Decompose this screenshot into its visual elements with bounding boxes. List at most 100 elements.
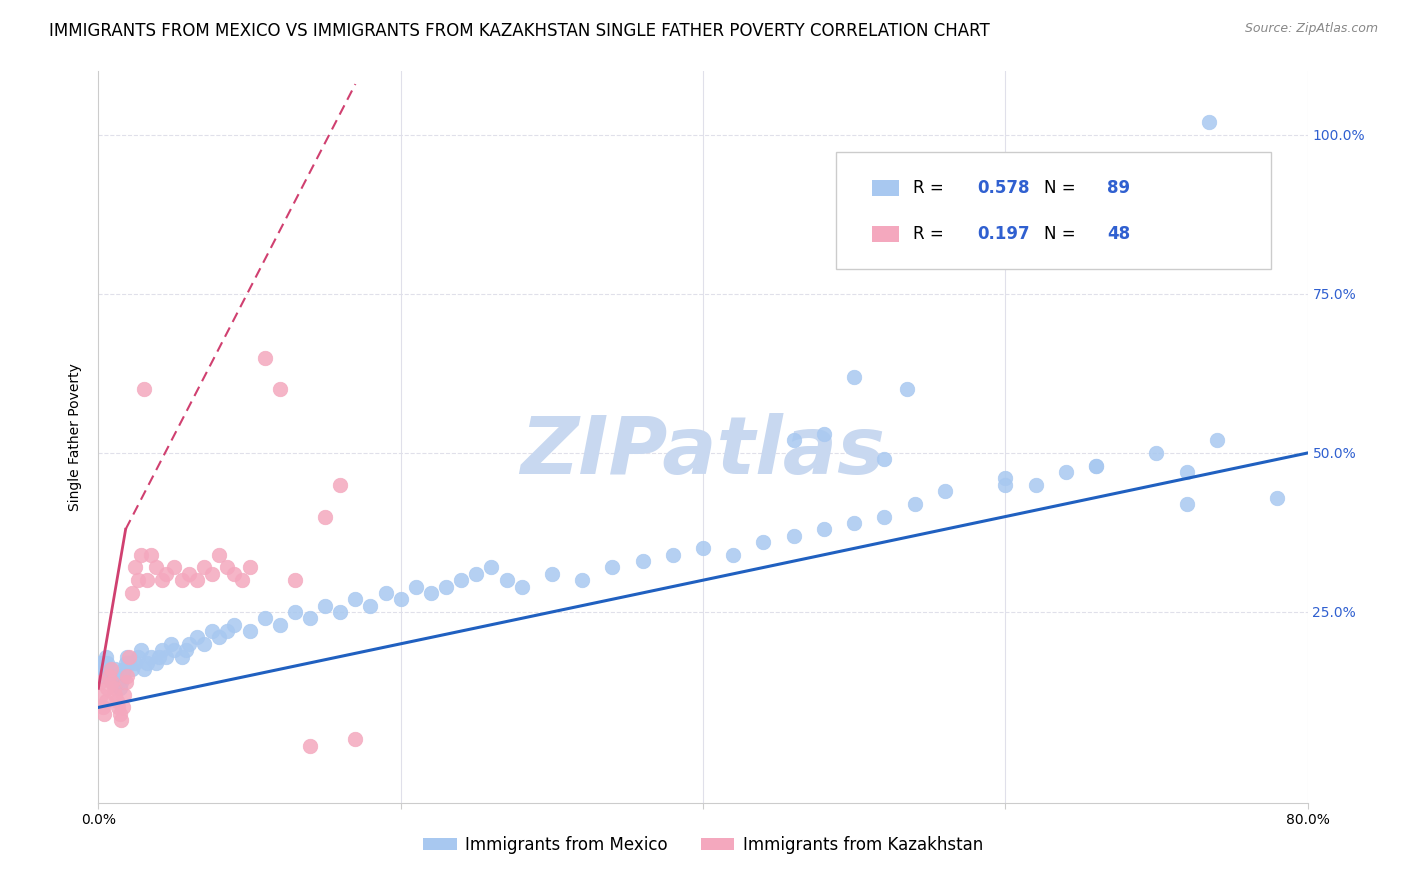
Point xyxy=(344,732,367,747)
Text: N =: N = xyxy=(1045,225,1081,243)
Point xyxy=(114,675,136,690)
Point xyxy=(299,611,322,625)
Point xyxy=(844,516,866,530)
Point xyxy=(104,662,127,676)
Point xyxy=(224,617,246,632)
Point xyxy=(101,675,124,690)
Point xyxy=(96,656,118,670)
Point xyxy=(813,522,835,536)
Point xyxy=(90,688,112,702)
Point xyxy=(450,573,472,587)
Point xyxy=(170,573,193,587)
Point xyxy=(100,662,122,676)
Point xyxy=(179,637,201,651)
Point xyxy=(1085,458,1108,473)
Point xyxy=(844,369,866,384)
Point xyxy=(98,668,121,682)
Point xyxy=(1024,477,1046,491)
Point xyxy=(124,656,146,670)
Point xyxy=(329,477,352,491)
Text: N =: N = xyxy=(1045,179,1081,197)
Text: Source: ZipAtlas.com: Source: ZipAtlas.com xyxy=(1244,22,1378,36)
Point xyxy=(208,548,231,562)
Text: 0.197: 0.197 xyxy=(977,225,1031,243)
Point xyxy=(495,573,517,587)
Point xyxy=(135,656,157,670)
Y-axis label: Single Father Poverty: Single Father Poverty xyxy=(69,363,83,511)
Point xyxy=(98,662,121,676)
Point xyxy=(135,573,157,587)
Point xyxy=(115,649,138,664)
Point xyxy=(631,554,654,568)
Point xyxy=(145,656,167,670)
Point xyxy=(121,662,143,676)
Point xyxy=(215,560,238,574)
Point xyxy=(661,548,683,562)
Point xyxy=(155,649,177,664)
Text: 48: 48 xyxy=(1107,225,1130,243)
Point xyxy=(115,668,138,682)
Point xyxy=(118,656,141,670)
Point xyxy=(132,383,155,397)
Point xyxy=(1085,458,1108,473)
Point xyxy=(239,560,262,574)
Point xyxy=(896,383,918,397)
Point xyxy=(148,649,170,664)
Point xyxy=(108,706,131,721)
Point xyxy=(571,573,593,587)
Point xyxy=(89,656,111,670)
Point xyxy=(994,471,1017,485)
Point xyxy=(141,649,163,664)
Point xyxy=(94,649,117,664)
Point xyxy=(873,509,896,524)
Point xyxy=(253,611,276,625)
Legend: Immigrants from Mexico, Immigrants from Kazakhstan: Immigrants from Mexico, Immigrants from … xyxy=(416,829,990,860)
Point xyxy=(201,566,224,581)
Point xyxy=(112,662,135,676)
Point xyxy=(389,592,412,607)
Point xyxy=(145,560,167,574)
Point xyxy=(299,739,322,753)
Point xyxy=(284,573,307,587)
Point xyxy=(934,484,956,499)
Point xyxy=(105,694,128,708)
Point xyxy=(110,675,132,690)
Point xyxy=(329,605,352,619)
Point xyxy=(269,383,291,397)
Point xyxy=(284,605,307,619)
Point xyxy=(107,675,129,690)
Point xyxy=(100,668,122,682)
Point xyxy=(170,649,193,664)
Point xyxy=(208,631,231,645)
Point xyxy=(111,668,134,682)
Point xyxy=(114,656,136,670)
Point xyxy=(723,548,745,562)
Text: 89: 89 xyxy=(1107,179,1130,197)
Point xyxy=(540,566,562,581)
Point xyxy=(420,586,443,600)
Point xyxy=(105,668,128,682)
Point xyxy=(1267,491,1289,505)
Point xyxy=(692,541,714,556)
Point xyxy=(110,713,132,727)
Point xyxy=(1175,465,1198,479)
Point xyxy=(231,573,253,587)
Point xyxy=(1206,434,1229,448)
Point xyxy=(141,548,163,562)
Point xyxy=(94,694,117,708)
Point xyxy=(314,509,336,524)
Point xyxy=(481,560,503,574)
Point xyxy=(873,452,896,467)
Point xyxy=(752,535,775,549)
Point xyxy=(193,637,215,651)
Point xyxy=(111,700,134,714)
Point xyxy=(93,656,115,670)
Point xyxy=(179,566,201,581)
Point xyxy=(314,599,336,613)
Point xyxy=(344,592,367,607)
Point xyxy=(90,662,112,676)
Point xyxy=(112,688,135,702)
Point xyxy=(904,497,927,511)
Point xyxy=(434,580,457,594)
Point xyxy=(103,668,125,682)
